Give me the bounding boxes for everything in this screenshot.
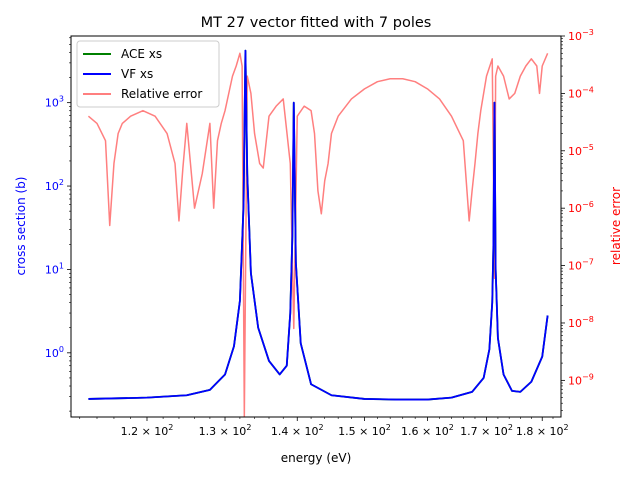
y-right-tick-label: 10−8 [568, 315, 594, 330]
vf-xs-line [88, 49, 549, 401]
y-left-tick-label: 102 [45, 178, 64, 193]
x-tick-label: 1.5 × 102 [338, 423, 391, 438]
y-right-tick-label: 10−6 [568, 200, 594, 215]
y-axis-right-label: relative error [609, 187, 623, 265]
y-left-tick-label: 101 [45, 261, 64, 276]
legend: ACE xs VF xs Relative error [76, 40, 220, 108]
relative-error-series [87, 52, 549, 417]
legend-box [76, 40, 220, 108]
y-right-tick-label: 10−3 [568, 28, 594, 43]
legend-label: Relative error [121, 87, 202, 101]
plot-frame [70, 35, 562, 418]
x-tick-label: 1.3 × 102 [199, 423, 252, 438]
x-axis-label: energy (eV) [281, 451, 352, 465]
y-right-tick-label: 10−9 [568, 372, 594, 387]
y-right-tick-label: 10−5 [568, 143, 594, 158]
vf-xs-series [88, 49, 549, 401]
legend-label: ACE xs [121, 47, 162, 61]
x-tick-label: 1.7 × 102 [460, 423, 513, 438]
x-tick-label: 1.2 × 102 [121, 423, 174, 438]
legend-label: VF xs [121, 67, 153, 81]
plot-area [87, 49, 549, 417]
relative-error-line [87, 52, 549, 417]
x-tick-label: 1.6 × 102 [401, 423, 454, 438]
y-axis-right: 10−9 10−8 10−7 10−6 10−5 10−4 10−3 [561, 28, 594, 411]
y-left-tick-label: 100 [45, 345, 64, 360]
y-left-tick-label: 103 [45, 95, 64, 110]
y-axis-left-label: cross section (b) [14, 177, 28, 276]
x-tick-label: 1.8 × 102 [516, 423, 569, 438]
chart-title: MT 27 vector fitted with 7 poles [201, 15, 432, 31]
y-right-tick-label: 10−7 [568, 258, 594, 273]
x-axis: 1.2 × 102 1.3 × 102 1.4 × 102 1.5 × 102 1.6 … [79, 417, 569, 438]
y-right-tick-label: 10−4 [568, 85, 594, 100]
y-axis-left: 100 101 102 103 [45, 37, 71, 412]
x-tick-label: 1.4 × 102 [271, 423, 324, 438]
